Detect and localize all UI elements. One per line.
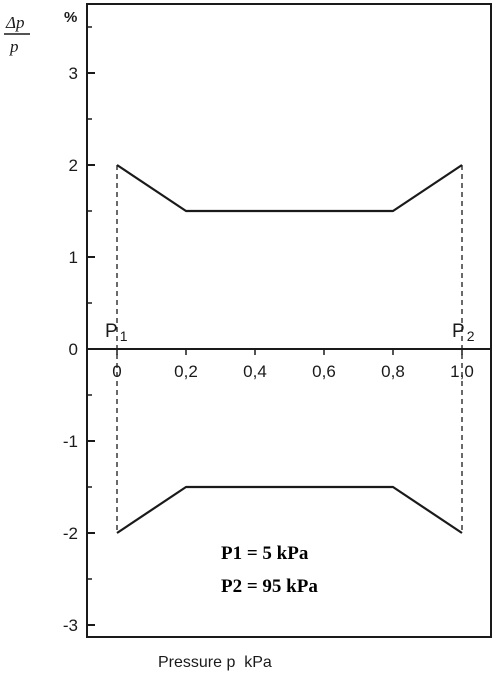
annotation-p1: P1 = 5 kPa xyxy=(221,543,309,564)
y-tick-label: 2 xyxy=(69,156,78,175)
x-tick-label: 0,6 xyxy=(312,362,336,381)
x-tick-label: 0,4 xyxy=(243,362,267,381)
x-axis-label: Pressure p kPa xyxy=(158,654,272,671)
y-axis-ticks: -3 -2 -1 0 1 2 3 xyxy=(63,26,95,635)
y-axis-label-numerator: Δp xyxy=(5,13,24,32)
x-tick-label: 1,0 xyxy=(450,362,474,381)
y-axis-unit: % xyxy=(64,9,77,26)
annotation-p2: P2 = 95 kPa xyxy=(221,576,318,597)
y-tick-label: -2 xyxy=(63,524,78,543)
x-tick-label: 0 xyxy=(112,362,121,381)
series-layer xyxy=(116,164,463,534)
y-axis-label-denominator: p xyxy=(9,37,19,56)
x-axis: 0 0,2 0,4 0,6 0,8 1,0 xyxy=(87,348,491,381)
y-tick-label: -1 xyxy=(63,432,78,451)
y-tick-label: 0 xyxy=(69,340,78,359)
y-tick-label: 3 xyxy=(69,64,78,83)
x-tick-label: 0,8 xyxy=(381,362,405,381)
y-tick-label: -3 xyxy=(63,616,78,635)
plot-frame xyxy=(86,3,492,638)
y-tick-label: 1 xyxy=(69,248,78,267)
series-line-upper xyxy=(116,164,463,213)
series-line-lower xyxy=(116,485,463,534)
x-tick-label: 0,2 xyxy=(174,362,198,381)
